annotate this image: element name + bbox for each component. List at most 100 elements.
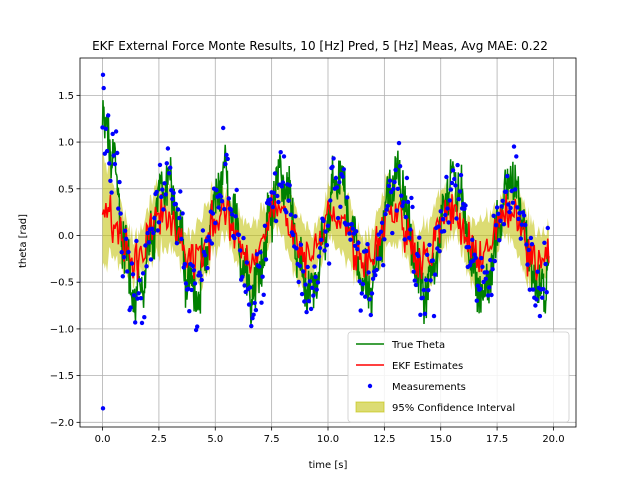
- measurement-point-294: [431, 313, 437, 319]
- measurement-point-1: [101, 85, 106, 91]
- measurement-point-46: [152, 215, 157, 221]
- measurement-point-65: [173, 201, 178, 207]
- measurement-point-360: [506, 202, 511, 207]
- measurement-point-316: [456, 196, 461, 202]
- measurement-point-98: [210, 211, 216, 216]
- measurement-point-266: [400, 203, 405, 209]
- series-measurements: [100, 72, 550, 411]
- measurement-point-178: [301, 269, 306, 274]
- x-tick-label-4: 10.0: [317, 434, 339, 445]
- measurement-point-115: [230, 212, 235, 217]
- measurement-point-124: [240, 274, 245, 280]
- measurement-point-180: [303, 282, 308, 287]
- measurement-point-210: [337, 180, 342, 185]
- measurement-point-33: [137, 278, 142, 283]
- measurement-point-239: [369, 291, 375, 296]
- measurement-point-307: [446, 220, 451, 225]
- measurement-point-321: [462, 206, 467, 211]
- measurement-point-261: [394, 208, 399, 213]
- measurement-point-108: [222, 206, 227, 212]
- measurement-point-111: [225, 156, 230, 162]
- measurement-point-143: [261, 292, 266, 297]
- measurement-point-175: [297, 263, 302, 268]
- measurement-point-219: [347, 231, 352, 236]
- measurement-point-159: [279, 184, 284, 189]
- y-tick-label-5: 0.5: [58, 184, 74, 195]
- measurement-point-139: [257, 264, 262, 269]
- measurement-point-182: [305, 264, 310, 270]
- measurement-point-130: [246, 302, 252, 307]
- measurement-point-272: [407, 235, 412, 240]
- measurement-point-19: [121, 255, 127, 260]
- measurement-point-79: [189, 287, 194, 293]
- measurement-point-60: [168, 165, 173, 170]
- measurement-point-34: [138, 296, 144, 301]
- measurement-point-36: [140, 271, 146, 276]
- measurement-point-min: [100, 406, 106, 411]
- measurement-point-351: [496, 211, 501, 216]
- measurement-point-141: [259, 300, 264, 305]
- measurement-point-84: [195, 324, 200, 329]
- measurement-point-251: [383, 211, 388, 217]
- measurement-point-217: [345, 195, 350, 200]
- measurement-point-300: [438, 209, 443, 214]
- measurement-point-386: [535, 269, 540, 274]
- measurement-point-88: [199, 277, 204, 283]
- measurement-point-165: [286, 198, 291, 203]
- measurement-point-80: [190, 263, 195, 269]
- measurement-point-278: [413, 282, 419, 288]
- measurement-point-211: [338, 204, 343, 209]
- measurement-point-385: [534, 297, 539, 302]
- measurement-point-35: [139, 320, 145, 326]
- measurement-point-388: [537, 313, 543, 319]
- measurement-point-167: [288, 212, 293, 217]
- x-tick-label-7: 17.5: [486, 434, 508, 445]
- measurement-point-265: [399, 193, 404, 198]
- measurement-point-380: [528, 235, 534, 241]
- measurement-point-381: [529, 242, 535, 247]
- measurement-point-13: [115, 150, 120, 156]
- measurement-point-342: [485, 293, 491, 298]
- measurement-point-73: [182, 261, 187, 267]
- measurement-point-384: [533, 303, 538, 308]
- measurement-point-119: [234, 187, 239, 193]
- measurement-point-38: [143, 243, 148, 248]
- measurement-point-22: [125, 269, 130, 274]
- measurement-point-326: [467, 263, 473, 268]
- measurement-point-346: [490, 267, 495, 272]
- measurement-point-277: [412, 278, 417, 283]
- legend-box: [347, 331, 570, 423]
- measurement-point-71: [180, 211, 185, 216]
- y-tick-label-1: −1.5: [50, 371, 74, 382]
- measurement-point-29: [133, 320, 138, 325]
- measurement-point-26: [129, 261, 135, 266]
- measurement-point-6: [107, 161, 112, 166]
- measurement-point-318: [458, 172, 464, 178]
- measurement-point-81: [191, 268, 197, 273]
- measurement-point-289: [426, 288, 431, 293]
- measurement-point-299: [437, 249, 442, 254]
- measurement-point-133: [250, 316, 255, 321]
- measurement-point-82: [192, 281, 198, 286]
- measurement-point-295: [432, 272, 438, 277]
- x-tick-label-2: 5.0: [207, 434, 223, 445]
- measurement-point-222: [350, 226, 355, 231]
- measurement-point-155: [275, 193, 280, 199]
- measurement-point-70: [179, 236, 184, 242]
- measurement-point-20: [122, 228, 128, 233]
- measurement-point-246: [377, 256, 383, 261]
- measurement-point-306: [445, 206, 450, 211]
- measurement-point-231: [360, 281, 366, 287]
- measurement-point-44: [149, 226, 155, 231]
- measurement-point-11: [112, 161, 118, 167]
- measurement-point-230: [359, 291, 364, 296]
- measurement-point-181: [304, 309, 309, 315]
- measurement-point-237: [367, 297, 372, 302]
- measurement-point-40: [145, 230, 150, 236]
- measurement-point-242: [373, 273, 378, 278]
- measurement-point-48: [154, 189, 159, 195]
- measurement-point-192: [316, 254, 322, 259]
- measurement-point-193: [317, 245, 323, 251]
- measurement-point-53: [160, 187, 165, 192]
- measurement-point-59: [166, 171, 172, 176]
